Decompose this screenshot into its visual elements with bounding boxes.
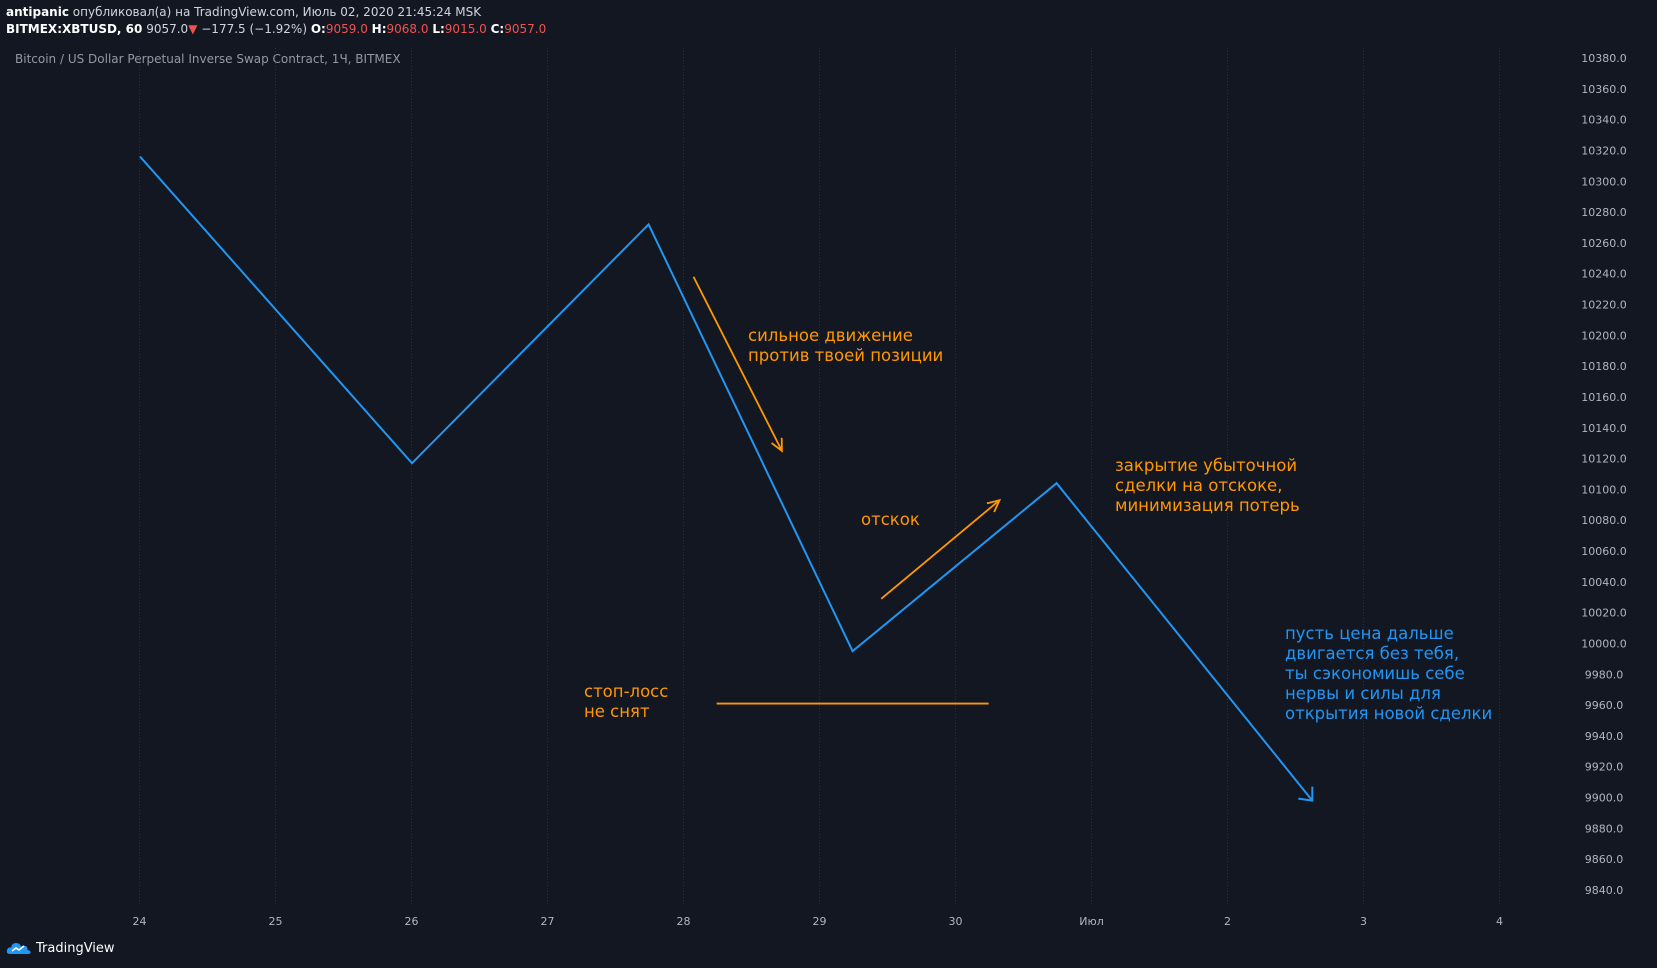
price-tick-label: 9880.0 <box>1585 822 1624 835</box>
price-tick-label: 10060.0 <box>1581 545 1627 558</box>
open-label: O: <box>310 22 326 36</box>
annotation-line: стоп-лосс <box>584 682 669 701</box>
annotation-line: сильное движение <box>748 326 913 345</box>
price-tick-label: 10160.0 <box>1581 391 1627 404</box>
price-tick-label: 10020.0 <box>1581 607 1627 620</box>
annotation-stop-loss: стоп-лосс не снят <box>584 682 668 722</box>
price-tick-label: 9860.0 <box>1585 853 1624 866</box>
price-tick-label: 9920.0 <box>1585 761 1624 774</box>
open-value: 9059.0 <box>325 22 368 36</box>
close-value: 9057.0 <box>504 22 547 36</box>
high-value: 9068.0 <box>386 22 429 36</box>
series-layer <box>139 155 1314 802</box>
price-change: −177.5 (−1.92%) <box>201 22 308 36</box>
annotation-bounce: отскок <box>861 510 920 530</box>
annotation-let-price-move: пусть цена дальше двигается без тебя, ты… <box>1285 624 1492 724</box>
time-tick-label: 30 <box>949 915 963 928</box>
price-tick-label: 10340.0 <box>1581 114 1627 127</box>
price-tick-label: 9900.0 <box>1585 792 1624 805</box>
annotation-line: открытия новой сделки <box>1285 704 1493 723</box>
price-tick-label: 9840.0 <box>1585 884 1624 897</box>
price-tick-label: 10380.0 <box>1581 52 1627 65</box>
price-tick-label: 10040.0 <box>1581 576 1627 589</box>
price-line <box>139 155 1314 802</box>
author-name[interactable]: antipanic <box>6 5 69 19</box>
price-tick-label: 9960.0 <box>1585 699 1624 712</box>
annotation-line: сделки на отскоке, <box>1115 476 1283 495</box>
price-tick-label: 9940.0 <box>1585 730 1624 743</box>
price-tick-label: 10180.0 <box>1581 360 1627 373</box>
time-tick-label: 26 <box>405 915 419 928</box>
annotation-close-trade: закрытие убыточной сделки на отскоке, ми… <box>1115 456 1300 516</box>
price-line-arrowhead <box>1298 786 1314 802</box>
time-tick-label: 4 <box>1496 915 1503 928</box>
annotation-line: пусть цена дальше <box>1285 624 1454 643</box>
time-axis[interactable]: 24 25 26 27 28 29 30 Июл 2 3 4 <box>133 915 1504 928</box>
tradingview-logo[interactable]: TradingView <box>6 940 115 956</box>
orange-arrowhead-icon <box>986 498 1002 513</box>
symbol-label: BITMEX:XBTUSD, 60 <box>6 22 143 36</box>
orange-arrow-line <box>692 276 783 452</box>
price-tick-label: 10200.0 <box>1581 329 1627 342</box>
price-tick-label: 9980.0 <box>1585 668 1624 681</box>
price-tick-label: 10360.0 <box>1581 83 1627 96</box>
orange-arrow-line <box>880 499 1001 600</box>
price-axis[interactable]: 10380.0 10360.0 10340.0 10320.0 10300.0 10280… <box>1581 52 1627 897</box>
cloud-icon <box>6 943 31 954</box>
down-arrow-icon: ▼ <box>188 22 198 36</box>
annotation-line: не снят <box>584 702 650 721</box>
orange-arrowhead-icon <box>771 437 783 453</box>
price-tick-label: 10280.0 <box>1581 206 1627 219</box>
price-tick-label: 10000.0 <box>1581 637 1627 650</box>
chart-header: antipanic опубликовал(а) на TradingView.… <box>6 4 546 38</box>
time-tick-label: Июл <box>1079 915 1104 928</box>
annotation-strong-move: сильное движение против твоей позиции <box>748 326 943 366</box>
annotation-line: двигается без тебя, <box>1285 644 1460 663</box>
time-tick-label: 27 <box>541 915 555 928</box>
price-tick-label: 10300.0 <box>1581 175 1627 188</box>
low-label: L: <box>432 22 445 36</box>
annotation-line: ты сэкономишь себе <box>1285 664 1465 683</box>
time-tick-label: 29 <box>813 915 827 928</box>
time-tick-label: 24 <box>133 915 147 928</box>
ohlc-line: BITMEX:XBTUSD, 60 9057.0▼ −177.5 (−1.92%… <box>6 21 546 38</box>
time-tick-label: 28 <box>677 915 691 928</box>
annotation-line: минимизация потерь <box>1115 496 1300 515</box>
close-label: C: <box>490 22 505 36</box>
price-tick-label: 10220.0 <box>1581 299 1627 312</box>
price-tick-label: 10240.0 <box>1581 268 1627 281</box>
annotation-line: нервы и силы для <box>1285 684 1441 703</box>
time-tick-label: 25 <box>269 915 283 928</box>
price-tick-label: 10260.0 <box>1581 237 1627 250</box>
time-tick-label: 3 <box>1360 915 1367 928</box>
high-label: H: <box>371 22 387 36</box>
last-price: 9057.0 <box>146 22 189 36</box>
time-tick-label: 2 <box>1224 915 1231 928</box>
annotation-line: закрытие убыточной <box>1115 456 1298 475</box>
annotation-drawings <box>692 276 1002 705</box>
brand-name: TradingView <box>36 940 115 956</box>
price-tick-label: 10140.0 <box>1581 422 1627 435</box>
grid <box>139 48 1500 905</box>
annotation-line: отскок <box>861 510 920 529</box>
publication-info: опубликовал(а) на TradingView.com, Июль … <box>72 5 482 19</box>
price-tick-label: 10080.0 <box>1581 514 1627 527</box>
low-value: 9015.0 <box>444 22 487 36</box>
price-tick-label: 10120.0 <box>1581 453 1627 466</box>
price-tick-label: 10100.0 <box>1581 483 1627 496</box>
price-tick-label: 10320.0 <box>1581 144 1627 157</box>
annotation-line: против твоей позиции <box>748 346 944 365</box>
publication-line: antipanic опубликовал(а) на TradingView.… <box>6 4 546 21</box>
symbol-description: Bitcoin / US Dollar Perpetual Inverse Sw… <box>15 52 401 66</box>
